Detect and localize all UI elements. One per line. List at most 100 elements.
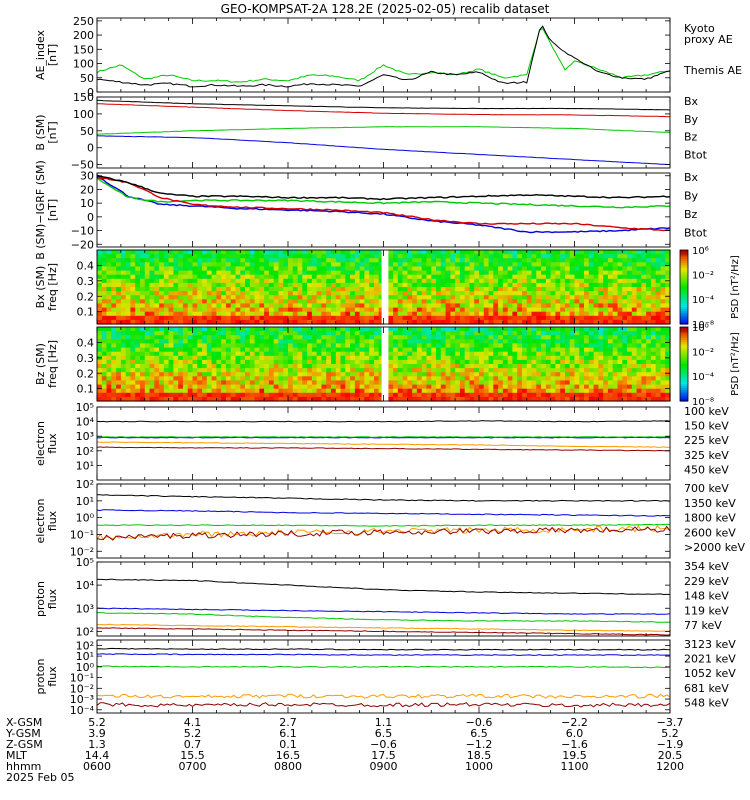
spectrogram-cell — [340, 335, 346, 340]
spectrogram-cell — [459, 351, 466, 357]
spectrogram-cell — [479, 343, 485, 349]
spectrogram-cell — [464, 274, 471, 280]
spectrogram-cell — [378, 343, 385, 349]
spectrogram-cell — [331, 262, 337, 267]
spectrogram-cell — [459, 327, 466, 332]
spectrogram-cell — [273, 270, 280, 276]
spectrogram-cell — [641, 295, 647, 300]
spectrogram-cell — [455, 388, 461, 394]
spectrogram-cell — [268, 287, 275, 292]
spectrogram-cell — [488, 250, 494, 255]
spectrogram-cell — [636, 396, 642, 402]
spectrogram-cell — [206, 368, 213, 373]
spectrogram-cell — [522, 315, 528, 321]
spectrogram-cell — [607, 339, 614, 344]
spectrogram-cell — [627, 311, 633, 317]
spectrogram-cell — [254, 282, 260, 288]
spectrogram-cell — [101, 368, 108, 373]
spectrogram-cell — [455, 291, 461, 296]
spectrogram-cell — [120, 274, 127, 280]
spectrogram-cell — [202, 364, 208, 369]
y-tick-label: 10⁻² — [70, 545, 94, 558]
spectrogram-cell — [397, 287, 404, 292]
spectrogram-cell — [359, 364, 365, 369]
spectrogram-cell — [264, 388, 270, 394]
spectrogram-cell — [335, 343, 342, 349]
spectrogram-cell — [288, 278, 294, 284]
spectrogram-cell — [402, 266, 408, 272]
spectrogram-cell — [135, 376, 141, 381]
spectrogram-cell — [588, 291, 595, 296]
spectrogram-cell — [149, 355, 155, 361]
spectrogram-cell — [268, 282, 275, 288]
colorbar-segment — [680, 378, 688, 382]
spectrogram-cell — [455, 359, 461, 365]
spectrogram-cell — [607, 327, 614, 332]
spectrogram-cell — [660, 347, 666, 353]
spectrogram-cell — [565, 335, 571, 340]
spectrogram-cell — [144, 364, 151, 369]
spectrogram-cell — [350, 359, 356, 365]
series-line — [96, 693, 671, 699]
spectrogram-cell — [617, 282, 623, 288]
spectrogram-cell — [230, 311, 237, 317]
spectrogram-cell — [650, 295, 657, 300]
spectrogram-cell — [378, 347, 385, 353]
spectrogram-cell — [550, 368, 556, 373]
spectrogram-cell — [655, 364, 662, 369]
spectrogram-cell — [655, 262, 662, 267]
spectrogram-cell — [326, 359, 332, 365]
spectrogram-cell — [393, 311, 399, 317]
colorbar-segment — [680, 290, 688, 294]
colorbar-segment — [680, 268, 688, 271]
spectrogram-cell — [464, 266, 471, 272]
spectrogram-cell — [607, 319, 614, 325]
spectrogram-cell — [216, 327, 222, 332]
spectrogram-cell — [412, 291, 418, 296]
spectrogram-cell — [168, 388, 174, 394]
spectrogram-cell — [545, 388, 552, 394]
spectrogram-cell — [235, 388, 241, 394]
spectrogram-cell — [565, 287, 571, 292]
colorbar-segment — [680, 380, 688, 384]
spectrogram-cell — [512, 376, 518, 381]
spectrogram-cell — [240, 299, 246, 304]
spectrogram-cell — [641, 372, 647, 377]
spectrogram-cell — [474, 291, 480, 296]
spectrogram-cell — [168, 331, 174, 336]
spectrogram-cell — [412, 368, 418, 373]
spectrogram-cell — [436, 299, 442, 304]
spectrogram-cell — [125, 254, 132, 259]
spectrogram-cell — [149, 388, 155, 394]
spectrogram-cell — [374, 299, 380, 304]
spectrogram-cell — [407, 327, 413, 332]
spectrogram-cell — [240, 380, 246, 386]
spectrogram-cell — [159, 376, 165, 381]
spectrogram-cell — [660, 380, 666, 386]
colorbar-segment — [680, 371, 688, 374]
spectrogram-cell — [498, 258, 504, 263]
spectrogram-cell — [507, 368, 514, 373]
spectrogram-cell — [130, 262, 136, 267]
spectrogram-cell — [455, 319, 461, 325]
spectrogram-cell — [660, 278, 666, 284]
spectrogram-cell — [612, 335, 619, 340]
spectrogram-cell — [402, 254, 408, 259]
spectrogram-cell — [607, 331, 614, 336]
spectrogram-cell — [202, 380, 208, 386]
spectrogram-cell — [617, 364, 623, 369]
spectrogram-cell — [545, 274, 552, 280]
spectrogram-cell — [369, 274, 375, 280]
spectrogram-cell — [421, 262, 428, 267]
spectrogram-cell — [479, 388, 485, 394]
spectrogram-cell — [331, 278, 337, 284]
spectrogram-cell — [536, 258, 542, 263]
spectrogram-cell — [426, 274, 432, 280]
spectrogram-cell — [612, 266, 619, 272]
spectrogram-cell — [235, 254, 241, 259]
spectrogram-cell — [249, 291, 256, 296]
spectrogram-cell — [101, 262, 108, 267]
spectrogram-cell — [321, 392, 327, 398]
spectrogram-cell — [326, 392, 332, 398]
